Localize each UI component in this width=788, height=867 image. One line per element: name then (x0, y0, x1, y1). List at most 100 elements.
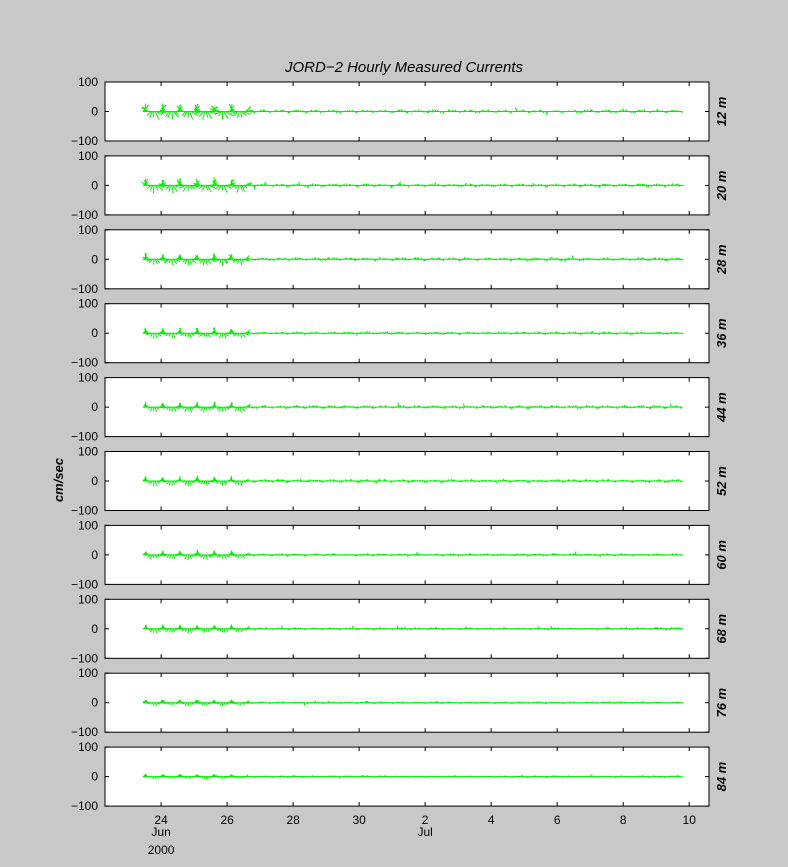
vector-stick (674, 109, 676, 112)
vector-stick (401, 701, 404, 703)
vector-stick (269, 702, 272, 705)
vector-stick (372, 554, 375, 557)
vector-stick (284, 258, 287, 260)
vector-stick (560, 184, 563, 187)
vector-stick (314, 109, 316, 112)
vector-stick (233, 701, 236, 704)
vector-stick (174, 776, 177, 779)
vector-stick (655, 183, 658, 186)
vector-stick (398, 257, 401, 260)
vector-stick (259, 479, 262, 482)
vector-stick (272, 702, 274, 704)
vector-stick (184, 628, 188, 632)
vector-stick (365, 700, 368, 703)
vector-stick (267, 479, 270, 482)
vector-stick (378, 256, 382, 260)
vector-stick (303, 111, 305, 113)
vector-stick (365, 183, 368, 186)
vector-stick (619, 701, 622, 703)
vector-stick (513, 628, 516, 631)
vector-stick (577, 776, 580, 778)
vector-stick (343, 331, 346, 334)
vector-stick (679, 259, 682, 261)
vector-stick (550, 775, 552, 778)
vector-stick (468, 553, 471, 556)
vector-stick (625, 109, 628, 112)
vector-stick (502, 478, 506, 482)
vector-stick (172, 185, 178, 192)
vector-stick (414, 775, 416, 777)
vector-stick (469, 258, 472, 260)
vector-stick (641, 701, 644, 703)
vector-stick (658, 331, 661, 334)
vector-stick (169, 406, 171, 412)
vector-stick (669, 403, 672, 408)
vector-stick (528, 702, 530, 704)
vector-stick (555, 479, 557, 482)
vector-stick (156, 628, 161, 633)
vector-stick (335, 480, 338, 482)
vector-stick (514, 627, 516, 630)
vector-stick (272, 480, 275, 483)
vector-stick (434, 181, 437, 186)
vector-stick (350, 701, 353, 704)
vector-stick (276, 257, 279, 260)
vector-stick (486, 405, 489, 408)
vector-stick (653, 701, 655, 704)
vector-stick (345, 553, 347, 556)
vector-stick (346, 110, 349, 112)
vector-stick (334, 553, 336, 556)
vector-stick (452, 332, 454, 334)
vector-stick (243, 554, 247, 557)
vector-stick (342, 702, 344, 704)
vector-stick (402, 258, 405, 260)
vector-stick (294, 479, 296, 482)
vector-stick (205, 259, 208, 266)
vector-stick (323, 702, 325, 705)
y-tick-label: 100 (78, 666, 98, 680)
vector-stick (372, 702, 375, 705)
vector-stick (241, 332, 246, 338)
vector-stick (205, 628, 208, 632)
vector-stick (285, 185, 288, 188)
vector-stick (243, 406, 247, 410)
vector-stick (484, 479, 488, 482)
vector-stick (182, 406, 186, 410)
vector-stick (288, 406, 291, 409)
vector-stick (309, 258, 312, 260)
vector-stick (256, 184, 259, 186)
vector-stick (639, 109, 642, 112)
vector-stick (339, 628, 342, 631)
vector-stick (225, 259, 229, 264)
vector-stick (625, 626, 628, 630)
vector-stick (407, 258, 410, 261)
vector-stick (508, 332, 511, 335)
vector-stick (513, 554, 516, 557)
vector-stick (196, 627, 201, 630)
vector-stick (201, 702, 204, 706)
vector-stick (466, 257, 470, 260)
vector-stick (635, 406, 638, 408)
vector-stick (250, 776, 252, 778)
vector-stick (329, 478, 332, 482)
vector-stick (554, 258, 556, 260)
vector-stick (199, 554, 204, 559)
vector-stick (398, 109, 401, 112)
vector-stick (520, 109, 523, 112)
vector-stick (193, 108, 201, 112)
vector-stick (328, 183, 331, 186)
vector-stick (374, 184, 377, 187)
y-tick-label: −100 (71, 430, 98, 444)
vector-stick (356, 628, 358, 631)
vector-stick (507, 110, 509, 112)
y-tick-label: 0 (91, 105, 98, 119)
vector-stick (276, 109, 279, 112)
vector-stick (296, 553, 299, 556)
vector-stick (575, 184, 578, 186)
vector-stick (241, 480, 244, 485)
vector-stick (384, 184, 387, 186)
vector-stick (541, 480, 544, 483)
vector-stick (665, 259, 668, 262)
vector-stick (311, 405, 314, 408)
vector-stick (189, 480, 192, 486)
